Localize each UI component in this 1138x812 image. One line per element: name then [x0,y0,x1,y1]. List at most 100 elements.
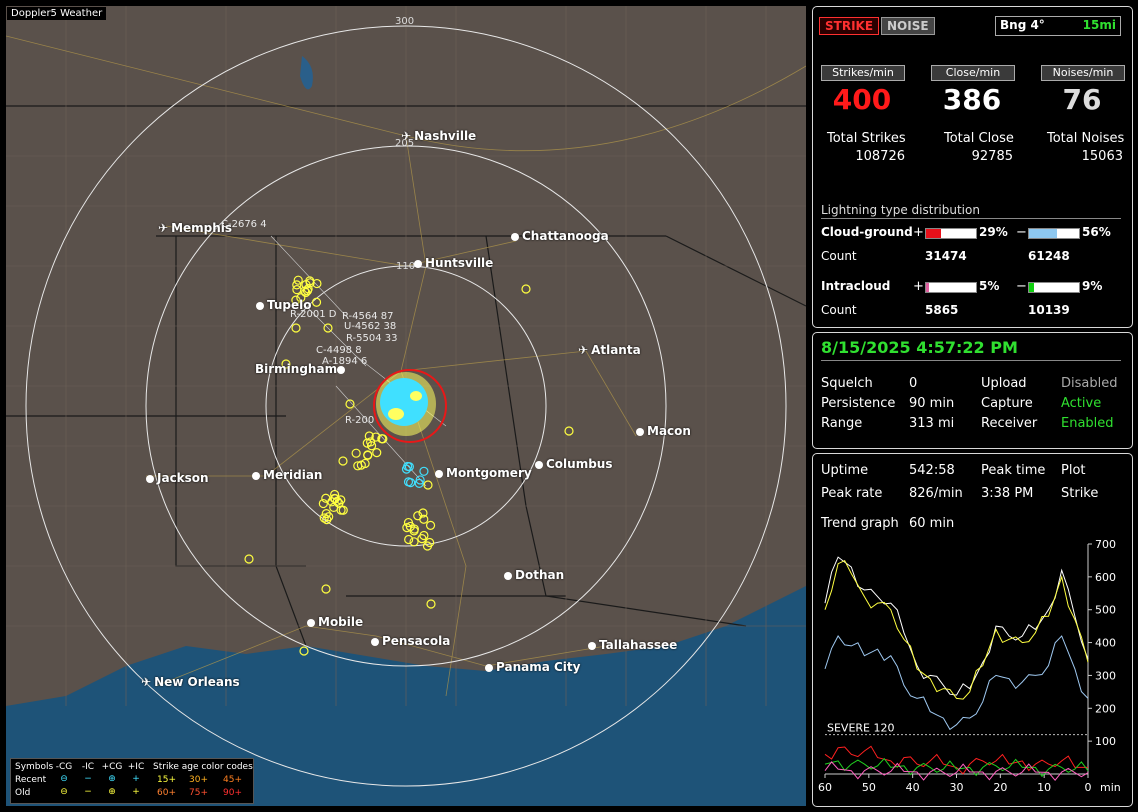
strike-symbol [336,505,346,515]
peak-time-value: 3:38 PM [981,486,1034,501]
strike-symbol [413,511,423,521]
legend-old-label: Old [15,788,31,798]
city-label: Tallahassee [599,638,678,652]
strike-symbol [301,280,311,290]
strike-symbol [292,285,302,295]
storm-cell-label[interactable]: C-4498 8 [316,345,362,356]
x-tick-label: 50 [862,781,876,794]
city-label: Birmingham [255,362,338,376]
city-label: Columbus [546,457,613,471]
city-label: Tupelo [267,298,312,312]
city-tupelo: Tupelo [256,298,312,312]
trend-series-line [824,761,1089,781]
city-label: Nashville [414,129,477,143]
storm-cell-label[interactable]: R-5504 33 [346,333,398,344]
storm-cell-label[interactable]: U-4562 38 [344,321,397,332]
city-huntsville: Huntsville [414,256,493,270]
total-strikes-value: 108726 [855,149,905,164]
cg-negative-count: 61248 [1028,249,1070,263]
city-atlanta: ✈ Atlanta [578,343,641,357]
strike-symbol [521,284,531,294]
city-label: Huntsville [425,256,494,270]
y-tick-label: 600 [1095,571,1116,584]
ic-minus-sign: − [1016,279,1027,294]
dot-icon [414,260,422,268]
upload-label: Upload [981,376,1027,391]
city-macon: Macon [636,424,691,438]
trend-series-line [824,757,1089,778]
ring-label-outer: 300 [395,16,415,27]
age-15: 15+ [157,775,176,785]
x-tick-label: 10 [1037,781,1051,794]
plot-value[interactable]: Strike [1061,486,1099,501]
storm-cell-label[interactable]: R-2001 D [290,309,337,320]
strike-symbol [402,522,412,533]
city-panama-city: Panama City [485,660,580,674]
plot-label: Plot [1061,463,1086,478]
storm-cell-label[interactable]: R-200 [345,415,375,426]
cg-minus-sign: − [1016,225,1027,240]
city-nashville: ✈ Nashville [401,129,476,143]
highways [6,35,806,697]
noises-per-min-value: 76 [1062,83,1102,116]
strike-symbol [423,480,433,490]
strike-symbol [417,533,427,544]
cg-positive-count: 31474 [925,249,967,263]
strike-symbol [414,478,424,488]
county-lines [6,6,806,706]
plane-icon: ✈ [158,221,169,235]
lake [300,56,313,90]
ic-positive-pct: 5% [979,279,1000,293]
strike-symbol [302,286,313,296]
cg-positive-pct: 29% [979,225,1008,239]
storm-cell-label[interactable]: C-2676 4 [221,219,267,230]
city-birmingham: Birmingham [255,362,348,376]
x-tick-label: 60 [818,781,832,794]
legend-hdr-neg-cg: -CG [55,762,73,772]
status-divider [821,360,1121,361]
age-30: 30+ [189,775,208,785]
total-strikes-label: Total Strikes [827,131,906,146]
city-montgomery: Montgomery [435,466,532,480]
severe-threshold-label: SEVERE 120 [827,722,895,735]
noise-button[interactable]: NOISE [881,17,935,35]
y-tick-label: 400 [1095,637,1116,650]
strike-button[interactable]: STRIKE [819,17,880,35]
x-tick-label: 40 [906,781,920,794]
age-90: 90+ [223,788,242,798]
persistence-value: 90 min [909,396,955,411]
total-noises-label: Total Noises [1047,131,1125,146]
neg-ic-recent-icon: − [84,774,92,784]
intracloud-label: Intracloud [821,279,891,293]
distance-value: 15mi [1082,18,1116,32]
dot-icon [371,638,379,646]
strike-symbol [405,478,416,488]
age-45: 45+ [223,775,242,785]
pos-ic-old-icon: + [132,787,140,797]
strike-symbol [312,278,322,289]
total-close-label: Total Close [944,131,1014,146]
strike-symbol [323,323,333,333]
storm-cell-label[interactable]: A-1894 6 [322,356,368,367]
city-label: Pensacola [382,634,451,648]
strike-cells [244,275,574,656]
squelch-value: 0 [909,376,918,391]
ring-label-inner: 110 [396,261,416,272]
pos-ic-recent-icon: + [132,774,140,784]
radar-map[interactable]: Doppler5 Weather 300 205 110 ✈ Nashville ✈… [6,6,806,806]
city-label: Memphis [171,221,233,235]
squelch-label: Squelch [821,376,873,391]
strikes-per-min-header: Strikes/min [821,65,905,81]
pos-cg-old-icon: ⊕ [108,787,116,797]
y-tick-label: 700 [1095,538,1116,551]
distribution-divider [821,218,1121,219]
strike-symbol [371,432,381,442]
dot-icon [337,366,346,374]
strike-symbol [321,509,331,519]
uptime-label: Uptime [821,463,869,478]
neg-cg-recent-icon: ⊖ [60,774,68,784]
age-75: 75+ [189,788,208,798]
storm-cell-label[interactable]: R-4564 87 [342,311,394,322]
dot-icon [146,475,154,483]
city-columbus: Columbus [535,457,613,471]
